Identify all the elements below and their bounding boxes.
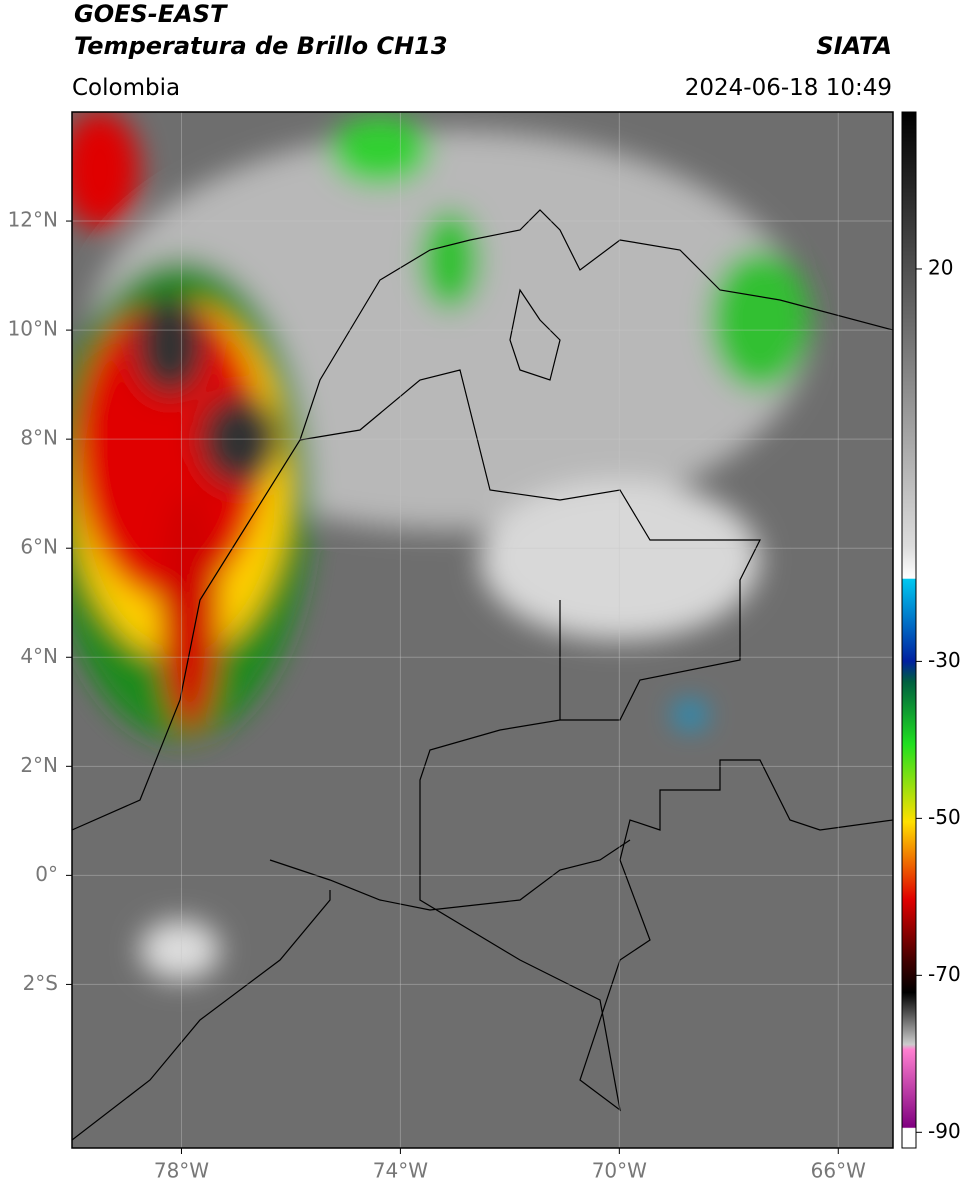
title: GOES-EAST [74, 0, 228, 28]
y-tick-label: 8°N [20, 426, 58, 450]
x-tick-label: 66°W [811, 1159, 866, 1183]
y-tick-label: 0° [35, 862, 58, 886]
map-frame [71, 111, 894, 1149]
agency: SIATA [816, 32, 892, 60]
colorbar-tick-label: -50 [928, 805, 961, 829]
colorbar-tick-label: -70 [928, 962, 961, 986]
datetime: 2024-06-18 10:49 [685, 75, 892, 101]
colorbar-tick-label: 20 [928, 255, 953, 279]
colorbar-tick-label: -30 [928, 648, 961, 672]
y-tick-label: 12°N [8, 208, 58, 232]
x-tick-label: 74°W [373, 1159, 428, 1183]
grid [72, 112, 893, 1148]
title: Temperatura de Brillo CH13 [74, 32, 448, 60]
y-tick-label: 10°N [8, 317, 58, 341]
colorbar-tick-label: -90 [928, 1119, 961, 1143]
colorbar [901, 111, 917, 1149]
y-tick-label: 2°S [23, 971, 58, 995]
imagery [72, 112, 893, 1148]
x-tick-label: 78°W [154, 1159, 209, 1183]
region: Colombia [72, 75, 180, 101]
y-tick-label: 6°N [20, 535, 58, 559]
y-tick-label: 2°N [20, 753, 58, 777]
x-tick-label: 70°W [592, 1159, 647, 1183]
y-tick-label: 4°N [20, 644, 58, 668]
